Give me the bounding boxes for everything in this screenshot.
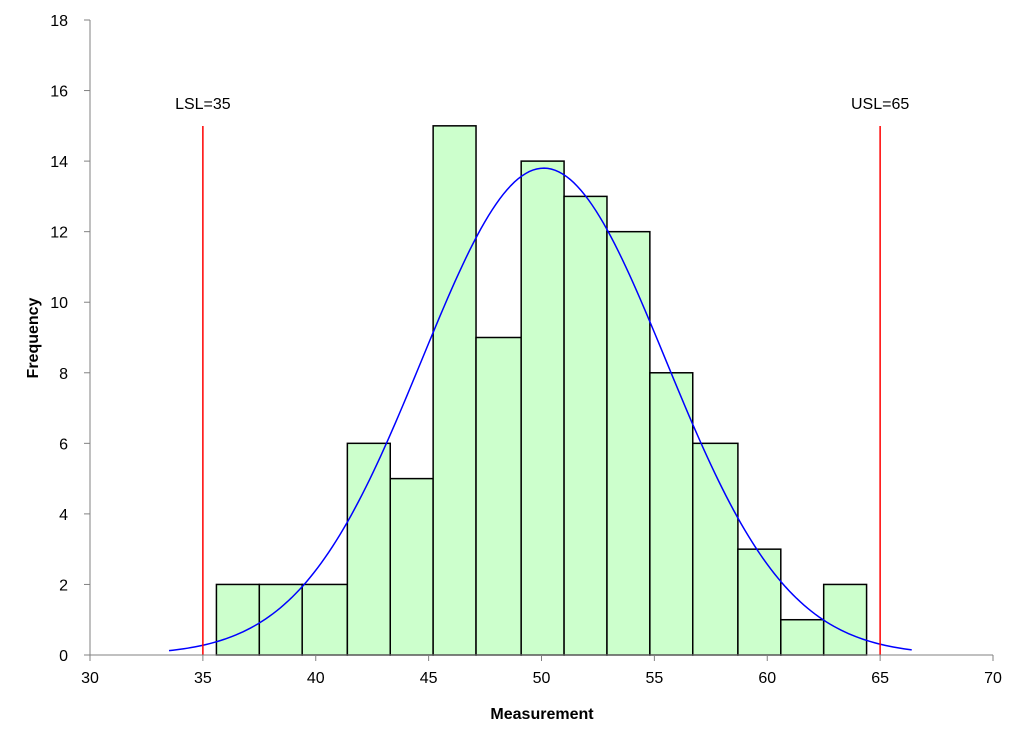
histogram-bar-1 bbox=[215, 583, 261, 656]
x-tick-label: 40 bbox=[307, 670, 325, 687]
histogram-bar-9 bbox=[563, 195, 608, 656]
y-axis-ticks: 0 2 4 6 8 10 12 14 16 18 bbox=[50, 13, 90, 665]
normal-curve bbox=[168, 167, 912, 652]
lsl-label: LSL=35 bbox=[175, 96, 231, 113]
spec-limit-lines: LSL=35 USL=65 bbox=[175, 96, 909, 655]
x-tick-label: 70 bbox=[984, 670, 1002, 687]
histogram-bar-8 bbox=[520, 160, 565, 656]
histogram-bar-15 bbox=[822, 583, 868, 656]
x-tick-label: 50 bbox=[533, 670, 551, 687]
x-axis-ticks: 30 35 40 45 50 55 60 65 70 bbox=[81, 655, 1002, 687]
histogram-bar-12 bbox=[692, 442, 739, 656]
y-tick-label: 8 bbox=[59, 366, 68, 383]
normal-curve-layer bbox=[168, 167, 912, 652]
x-tick-label: 35 bbox=[194, 670, 212, 687]
x-tick-label: 65 bbox=[871, 670, 889, 687]
y-axis-title: Frequency bbox=[25, 297, 42, 378]
histogram-bar-11 bbox=[649, 372, 694, 656]
histogram-bar-14 bbox=[780, 618, 825, 656]
y-tick-label: 14 bbox=[50, 154, 68, 171]
y-tick-label: 6 bbox=[59, 436, 68, 453]
histogram-bar-13 bbox=[737, 548, 782, 656]
histogram-bar-7 bbox=[475, 336, 522, 656]
y-tick-label: 4 bbox=[59, 507, 68, 524]
x-tick-label: 45 bbox=[420, 670, 438, 687]
histogram-bar-5 bbox=[389, 477, 434, 656]
y-tick-label: 12 bbox=[50, 225, 68, 242]
x-axis-title: Measurement bbox=[490, 706, 594, 723]
x-tick-label: 30 bbox=[81, 670, 99, 687]
histogram-bar-4 bbox=[346, 442, 391, 656]
usl-label: USL=65 bbox=[851, 96, 909, 113]
y-tick-label: 18 bbox=[50, 13, 68, 30]
x-tick-label: 55 bbox=[645, 670, 663, 687]
y-tick-label: 16 bbox=[50, 84, 68, 101]
y-tick-label: 10 bbox=[50, 295, 68, 312]
y-tick-label: 2 bbox=[59, 577, 68, 594]
histogram-bar-3 bbox=[301, 583, 349, 656]
histogram-bars bbox=[215, 125, 868, 656]
y-tick-label: 0 bbox=[59, 648, 68, 665]
x-tick-label: 60 bbox=[758, 670, 776, 687]
histogram-bar-6 bbox=[432, 125, 477, 656]
histogram-bar-2 bbox=[258, 583, 303, 656]
histogram-bar-10 bbox=[606, 230, 651, 656]
